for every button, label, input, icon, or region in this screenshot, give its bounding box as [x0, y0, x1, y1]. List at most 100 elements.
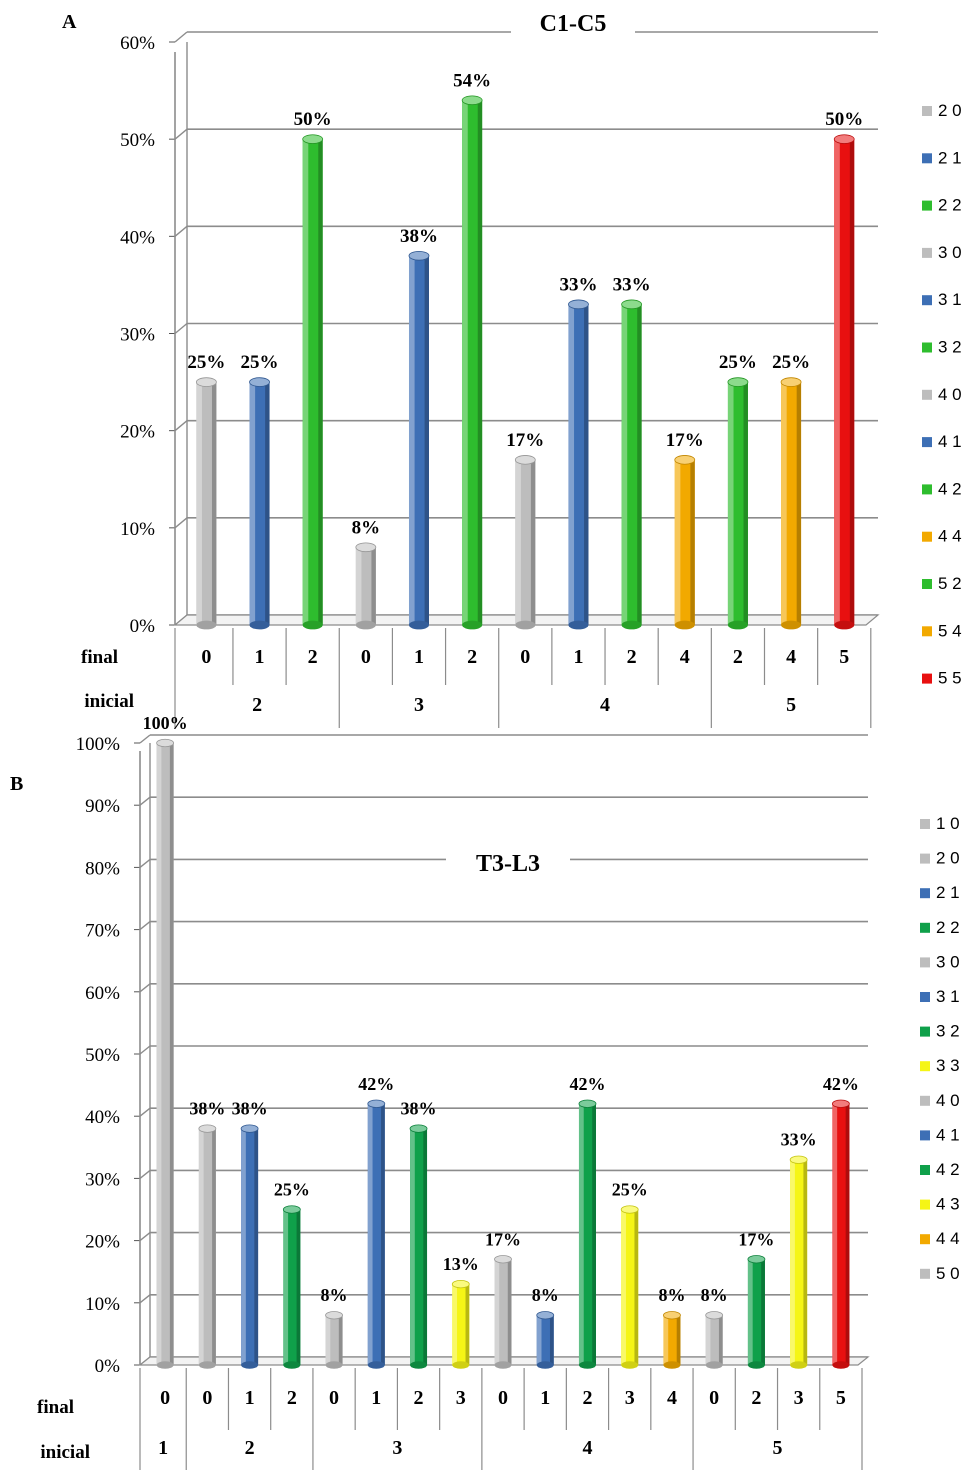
bar-highlight: [705, 1315, 711, 1365]
legend-label: 4 2: [938, 479, 962, 498]
bar-base: [790, 1361, 808, 1369]
bar-highlight: [832, 1103, 838, 1365]
gridline-side: [139, 1232, 151, 1242]
bar-highlight: [156, 743, 162, 1365]
y-tick-label: 100%: [76, 734, 121, 755]
x-tick-final: 1: [255, 646, 265, 668]
y-tick-label: 0%: [95, 1356, 121, 1377]
bar-highlight: [834, 139, 840, 625]
bar-shade: [169, 743, 174, 1365]
y-tick-label: 40%: [85, 1107, 120, 1128]
y-tick-label: 70%: [85, 921, 120, 942]
legend-label: 2 2: [938, 196, 962, 215]
x-tick-inicial: 4: [582, 1437, 592, 1459]
legend-label: 4 0: [936, 1091, 960, 1110]
legend-swatch: [920, 819, 930, 829]
gridline-side: [174, 225, 188, 237]
bar-highlight: [727, 382, 734, 625]
bar-base: [452, 1361, 470, 1369]
x-tick-final: 2: [733, 646, 743, 668]
data-label: 8%: [321, 1285, 348, 1305]
legend-label: 4 0: [938, 385, 962, 404]
bar-base: [747, 1361, 765, 1369]
x-tick-final: 5: [836, 1387, 846, 1409]
bar-shade: [477, 100, 483, 626]
y-tick-label: 60%: [120, 33, 155, 54]
data-label: 42%: [358, 1074, 394, 1094]
bar-top: [494, 1255, 512, 1264]
bar-base: [536, 1361, 554, 1369]
legend-swatch: [922, 484, 932, 495]
legend-label: 4 3: [936, 1195, 960, 1214]
bar-highlight: [408, 255, 415, 625]
bar: [409, 1124, 428, 1369]
bar-highlight: [536, 1315, 542, 1365]
bar: [195, 377, 217, 630]
bar-top: [578, 1099, 597, 1108]
bar-top: [325, 1311, 343, 1320]
bar-shade: [296, 1209, 301, 1365]
data-label: 17%: [738, 1229, 774, 1249]
bar-base: [325, 1361, 343, 1369]
bar-base: [834, 620, 855, 630]
bar-top: [747, 1255, 766, 1264]
gridline-side: [139, 734, 151, 744]
gridline-side: [174, 128, 188, 140]
bar-top: [514, 455, 536, 465]
row-label-inicial: inicial: [40, 1442, 90, 1463]
x-tick-final: 0: [160, 1387, 170, 1409]
bar-highlight: [781, 382, 787, 625]
bar-shade: [676, 1315, 681, 1365]
data-label: 25%: [719, 352, 757, 373]
bar-base: [494, 1361, 512, 1369]
bar: [461, 95, 483, 630]
gridline-side: [139, 1107, 151, 1117]
bar-shade: [637, 304, 642, 625]
data-label: 25%: [187, 352, 225, 373]
bar: [408, 250, 430, 630]
legend-label: 4 1: [936, 1125, 960, 1144]
legend-label: 2 0: [938, 101, 962, 120]
bar-base: [781, 620, 802, 630]
gridline-side: [139, 983, 151, 993]
x-tick-inicial: 2: [252, 694, 262, 716]
legend-swatch: [920, 1026, 930, 1037]
bar: [789, 1155, 808, 1369]
bar-shade: [423, 1128, 428, 1365]
bar-top: [674, 455, 696, 465]
bar-highlight: [241, 1128, 246, 1365]
x-tick-final: 0: [520, 646, 530, 668]
bar: [578, 1099, 597, 1369]
data-label: 17%: [485, 1229, 521, 1249]
x-tick-final: 3: [625, 1387, 635, 1409]
title-background: [446, 848, 570, 878]
bar-shade: [265, 382, 270, 625]
legend-label: 2 1: [938, 148, 962, 167]
legend-label: 2 2: [936, 918, 960, 937]
legend-label: 3 1: [936, 987, 960, 1006]
row-label-final: final: [37, 1397, 74, 1418]
data-label: 33%: [781, 1130, 817, 1150]
bar-top: [705, 1311, 724, 1320]
x-tick-final: 0: [202, 1387, 212, 1409]
data-label: 54%: [453, 70, 491, 91]
bar-base: [410, 1361, 428, 1369]
bar-top: [789, 1155, 808, 1164]
bar-shade: [211, 382, 217, 625]
bar-base: [283, 1361, 301, 1369]
data-label: 42%: [569, 1074, 605, 1094]
bar-shade: [212, 1128, 216, 1365]
legend-swatch: [920, 992, 930, 1002]
y-tick-label: 0%: [130, 616, 156, 637]
x-tick-final: 0: [329, 1387, 339, 1409]
legend-swatch: [920, 1199, 930, 1210]
bar-highlight: [790, 1159, 795, 1365]
bar-top: [620, 1205, 639, 1214]
x-tick-final: 1: [245, 1387, 255, 1409]
bar: [780, 377, 802, 630]
x-tick-final: 5: [839, 646, 849, 668]
bar: [674, 455, 696, 630]
bar-top: [408, 250, 430, 261]
legend-label: 2 1: [936, 883, 960, 902]
bar-highlight: [302, 139, 309, 625]
